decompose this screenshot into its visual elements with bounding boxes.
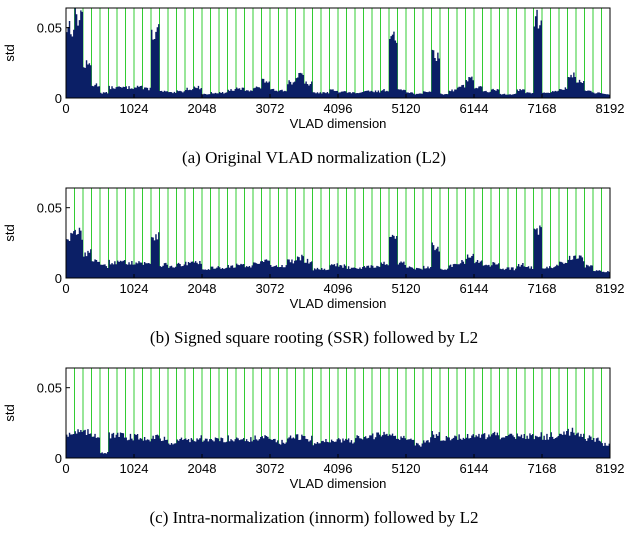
x-tick-label: 5120	[392, 101, 421, 116]
y-tick-label: 0	[55, 271, 62, 286]
caption-a: (a) Original VLAD normalization (L2)	[181, 148, 447, 167]
x-tick-label: 3072	[256, 281, 285, 296]
y-tick-label: 0.05	[37, 201, 62, 216]
std-bars-a	[66, 8, 610, 98]
x-tick-label: 7168	[528, 101, 557, 116]
x-tick-label: 4096	[324, 281, 353, 296]
std-bars-b	[66, 225, 610, 278]
x-tick-label: 6144	[460, 281, 489, 296]
y-tick-label: 0	[55, 91, 62, 106]
x-axis-label: VLAD dimension	[290, 476, 387, 491]
x-tick-label: 7168	[528, 461, 557, 476]
x-tick-label: 2048	[188, 461, 217, 476]
chart-a: 0 1024 2048 3072 4096 5120 6144 7168 8192 0 0.05 VL…	[2, 7, 625, 131]
x-tick-label: 8192	[596, 281, 625, 296]
y-axis-label: std	[2, 404, 17, 421]
x-tick-label: 2048	[188, 101, 217, 116]
caption-b: (b) Signed square rooting (SSR) followed…	[149, 328, 479, 347]
y-tick-label: 0	[55, 451, 62, 466]
x-tick-label: 1024	[120, 281, 149, 296]
caption-c: (c) Intra-normalization (innorm) followe…	[149, 508, 479, 527]
x-tick-label: 0	[62, 101, 69, 116]
chart-panel-a: 0 1024 2048 3072 4096 5120 6144 7168 8192 0 0.05 VL…	[0, 0, 628, 180]
x-tick-label: 7168	[528, 281, 557, 296]
x-tick-label: 1024	[120, 101, 149, 116]
x-tick-label: 4096	[324, 461, 353, 476]
x-axis-label: VLAD dimension	[290, 116, 387, 131]
y-tick-label: 0.05	[37, 381, 62, 396]
x-tick-label: 0	[62, 461, 69, 476]
chart-panel-b: 0 1024 2048 3072 4096 5120 6144 7168 8192 0 0.05 VL…	[0, 180, 628, 360]
x-tick-label: 3072	[256, 461, 285, 476]
x-tick-label: 4096	[324, 101, 353, 116]
x-tick-label: 5120	[392, 461, 421, 476]
x-tick-label: 3072	[256, 101, 285, 116]
y-tick-label: 0.05	[37, 21, 62, 36]
x-tick-label: 6144	[460, 101, 489, 116]
y-axis-label: std	[2, 44, 17, 61]
x-tick-label: 2048	[188, 281, 217, 296]
chart-b: 0 1024 2048 3072 4096 5120 6144 7168 8192 0 0.05 VL…	[2, 187, 625, 311]
x-tick-label: 8192	[596, 461, 625, 476]
std-bars-c	[66, 427, 610, 458]
y-axis-label: std	[2, 224, 17, 241]
x-tick-label: 6144	[460, 461, 489, 476]
x-tick-label: 1024	[120, 461, 149, 476]
x-axis-label: VLAD dimension	[290, 296, 387, 311]
x-tick-label: 0	[62, 281, 69, 296]
chart-panel-c: 0 1024 2048 3072 4096 5120 6144 7168 8192 0 0.05 VL…	[0, 360, 628, 538]
x-tick-label: 5120	[392, 281, 421, 296]
x-tick-label: 8192	[596, 101, 625, 116]
chart-c: 0 1024 2048 3072 4096 5120 6144 7168 8192 0 0.05 VL…	[2, 367, 625, 491]
